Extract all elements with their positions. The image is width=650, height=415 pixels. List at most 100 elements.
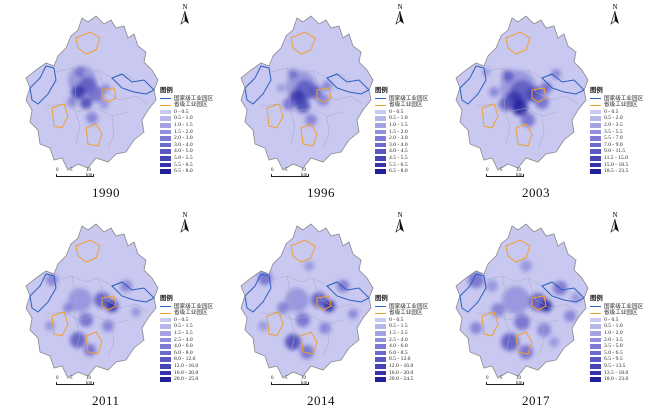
scale-bar: 0 5 10 km [486, 376, 524, 386]
north-arrow: N [393, 4, 407, 27]
legend-swatch [590, 350, 601, 356]
legend-class: 18.0 - 23.0 [590, 376, 643, 383]
density-hotspot [521, 113, 535, 127]
density-hotspot [102, 320, 114, 332]
density-hotspot [102, 84, 110, 92]
legend-swatch [375, 377, 386, 382]
legend-class-label: 0.5 - 1.0 [604, 323, 623, 330]
legend-class: 1.0 - 1.5 [160, 122, 213, 129]
legend-class-label: 2.0 - 3.0 [389, 135, 408, 142]
scale-tick-label: 0 [486, 168, 489, 173]
provincial-industrial-park [266, 239, 332, 355]
legend-class-label: 12.0 - 16.0 [389, 362, 414, 369]
legend-item-national: 国家级工业园区 [590, 96, 643, 103]
legend-label: 国家级工业园区 [389, 303, 429, 310]
north-label: N [612, 211, 618, 219]
legend-class-label: 4.0 - 6.0 [174, 343, 193, 350]
legend-item-national: 国家级工业园区 [590, 304, 643, 311]
legend-class: 11.5 - 15.0 [590, 155, 643, 162]
legend-class: 2.5 - 4.0 [160, 337, 213, 344]
provincial-industrial-park [51, 31, 117, 147]
district-boundary [501, 67, 511, 145]
legend-swatch [590, 129, 601, 135]
north-arrow: N [178, 4, 192, 27]
legend-class-label: 0.5 - 2.0 [604, 115, 623, 122]
legend-class-label: 6.0 - 8.5 [389, 349, 408, 356]
legend-class-label: 18.5 - 23.5 [604, 168, 629, 175]
scale-tick-label: 5 [285, 376, 288, 381]
legend-title: 图例 [590, 87, 603, 94]
legend-class-label: 4.0 - 4.5 [389, 148, 408, 155]
provincial-line-swatch [375, 312, 386, 314]
national-industrial-park [244, 65, 370, 105]
scale-bar: 0 5 10 km [56, 168, 94, 178]
legend-title: 图例 [160, 295, 173, 302]
legend-class-label: 2.0 - 3.5 [604, 336, 623, 343]
legend-label: 省级工业园区 [389, 310, 423, 317]
legend-class-label: 1.0 - 2.0 [604, 329, 623, 336]
density-hotspot [468, 272, 484, 288]
scale-bar: 0 5 10 km [271, 168, 309, 178]
legend-class-label: 3.5 - 5.0 [604, 343, 623, 350]
legend-class-label: 5.0 - 5.5 [174, 154, 193, 161]
legend-swatch [590, 122, 601, 128]
north-label: N [397, 211, 403, 219]
legend-class: 15.0 - 18.5 [590, 162, 643, 169]
north-arrow: N [608, 212, 622, 235]
national-industrial-park [459, 273, 585, 313]
legend-swatch [160, 129, 171, 135]
legend-swatch [590, 370, 601, 376]
legend-swatch [375, 370, 386, 376]
legend-class-label: 9.0 - 11.5 [604, 148, 626, 155]
legend-class-label: 0 - 0.5 [604, 316, 619, 323]
legend-class-label: 6.5 - 8.0 [174, 168, 193, 175]
density-hotspot [520, 260, 532, 272]
legend-swatch [590, 136, 601, 141]
legend-class-label: 6.5 - 8.0 [389, 168, 408, 175]
legend-swatch [160, 109, 171, 115]
density-hotspot [285, 288, 309, 312]
legend-class: 0.5 - 1.5 [375, 323, 428, 330]
legend-class-label: 5.5 - 6.5 [389, 161, 408, 168]
density-hotspot [564, 310, 576, 322]
legend-class-label: 2.0 - 3.5 [604, 121, 623, 128]
map-canvas [240, 15, 374, 171]
legend-item-provincial: 省级工业园区 [375, 310, 428, 317]
legend-class: 0 - 0.5 [590, 317, 643, 324]
legend-title: 图例 [375, 87, 388, 94]
legend-swatch [590, 337, 601, 343]
scale-tick-label: 0 [486, 376, 489, 381]
year-label: 2011 [92, 393, 120, 408]
legend-class-label: 8.5 - 12.0 [389, 356, 411, 363]
district-boundary [537, 323, 545, 357]
legend-swatch [375, 116, 386, 121]
legend-class: 0.5 - 1.0 [590, 323, 643, 330]
legend-label: 国家级工业园区 [389, 95, 429, 102]
legend-label: 省级工业园区 [604, 102, 638, 109]
density-hotspot [86, 112, 98, 124]
legend-label: 国家级工业园区 [174, 95, 214, 102]
legend-swatch [375, 109, 386, 115]
legend-class-label: 16.0 - 20.0 [174, 369, 199, 376]
legend-class: 0 - 0.5 [375, 109, 428, 116]
legend-class: 1.5 - 2.0 [375, 129, 428, 136]
legend-swatch [160, 377, 171, 382]
legend-class-label: 3.0 - 4.0 [389, 141, 408, 148]
density-hotspot [308, 85, 322, 99]
year-label: 2017 [522, 393, 550, 408]
density-hotspot [512, 100, 528, 116]
density-hotspot [277, 84, 285, 92]
legend-class-label: 2.5 - 4.0 [174, 336, 193, 343]
national-line-swatch [590, 306, 601, 308]
legend-class: 3.0 - 4.0 [375, 142, 428, 149]
legend-class-label: 2.0 - 3.0 [174, 135, 193, 142]
district-boundary [475, 311, 559, 325]
scale-line [271, 174, 309, 177]
density-surface [45, 274, 141, 356]
district-boundary [260, 103, 344, 117]
district-boundary [312, 69, 364, 105]
density-hotspot [499, 97, 513, 111]
legend-label: 省级工业园区 [174, 102, 208, 109]
legend-title: 图例 [375, 295, 388, 302]
